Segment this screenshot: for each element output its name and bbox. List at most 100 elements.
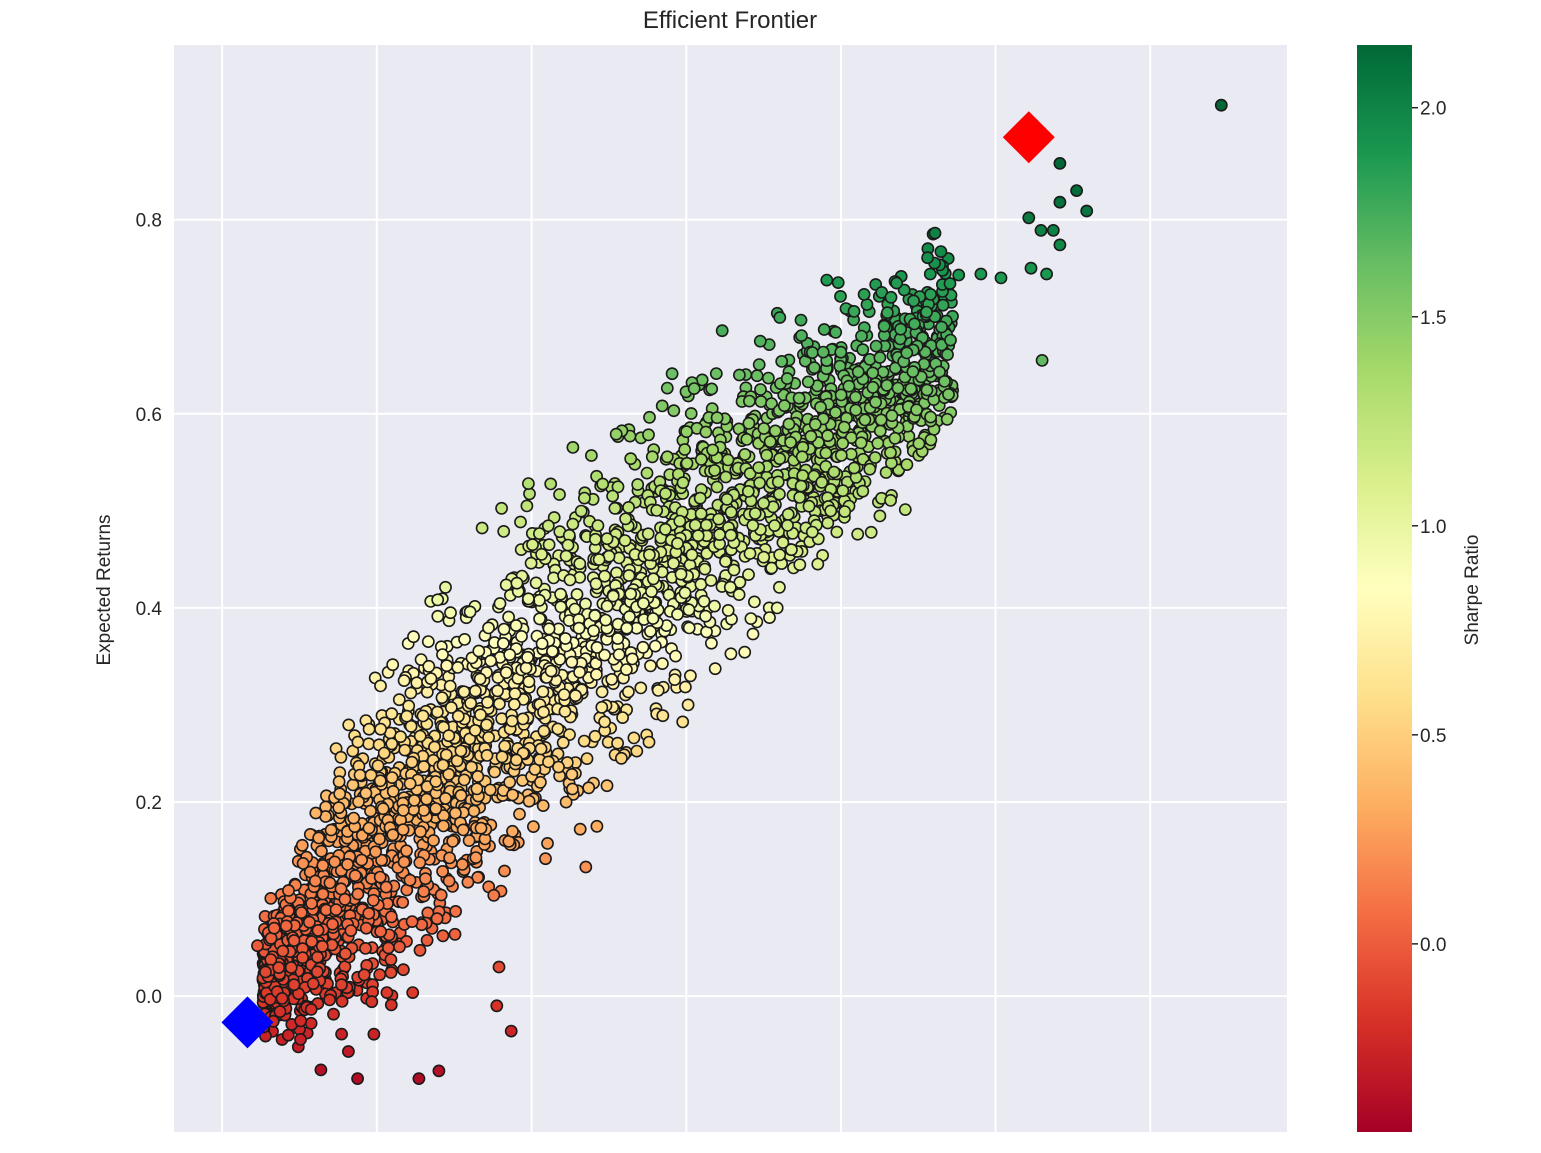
scatter-point <box>889 433 900 444</box>
scatter-point <box>617 712 628 723</box>
scatter-point <box>297 952 308 963</box>
scatter-point <box>437 649 448 660</box>
scatter-point <box>681 426 692 437</box>
scatter-point <box>398 824 409 835</box>
scatter-point <box>297 840 308 851</box>
scatter-point <box>566 769 577 780</box>
scatter-point <box>438 820 449 831</box>
scatter-point <box>857 344 868 355</box>
scatter-point <box>521 500 532 511</box>
scatter-point <box>839 506 850 517</box>
scatter-point <box>295 1034 306 1045</box>
scatter-point <box>397 897 408 908</box>
scatter-point <box>620 513 631 524</box>
scatter-point <box>381 987 392 998</box>
scatter-point <box>711 481 722 492</box>
scatter-point <box>328 1009 339 1020</box>
scatter-point <box>891 278 902 289</box>
scatter-point <box>643 737 654 748</box>
scatter-point <box>375 680 386 691</box>
scatter-point <box>336 1029 347 1040</box>
scatter-point <box>423 661 434 672</box>
scatter-point <box>574 558 585 569</box>
scatter-point <box>496 503 507 514</box>
scatter-point <box>859 289 870 300</box>
scatter-point <box>828 466 839 477</box>
scatter-point <box>700 611 711 622</box>
scatter-point <box>660 524 671 535</box>
scatter-point <box>602 601 613 612</box>
scatter-point <box>774 312 785 323</box>
scatter-point <box>745 613 756 624</box>
scatter-point <box>331 904 342 915</box>
scatter-point <box>555 589 566 600</box>
scatter-point <box>475 823 486 834</box>
scatter-point <box>925 434 936 445</box>
scatter-point <box>387 659 398 670</box>
scatter-point <box>524 796 535 807</box>
scatter-point <box>561 797 572 808</box>
scatter-point <box>679 444 690 455</box>
scatter-point <box>509 699 520 710</box>
scatter-point <box>441 660 452 671</box>
scatter-point <box>831 526 842 537</box>
scatter-point <box>805 431 816 442</box>
scatter-point <box>421 794 432 805</box>
scatter-point <box>681 458 692 469</box>
scatter-point <box>437 760 448 771</box>
scatter-point <box>340 948 351 959</box>
scatter-point <box>645 660 656 671</box>
scatter-point <box>774 453 785 464</box>
scatter-point <box>953 269 964 280</box>
scatter-point <box>589 610 600 621</box>
scatter-point <box>504 777 515 788</box>
scatter-point <box>816 477 827 488</box>
scatter-point <box>925 289 936 300</box>
scatter-point <box>352 736 363 747</box>
scatter-point <box>324 994 335 1005</box>
scatter-point <box>374 833 385 844</box>
scatter-point <box>683 699 694 710</box>
scatter-point <box>631 746 642 757</box>
scatter-point <box>523 676 534 687</box>
scatter-point <box>1037 355 1048 366</box>
scatter-point <box>866 527 877 538</box>
scatter-point <box>564 574 575 585</box>
scatter-point <box>260 966 271 977</box>
scatter-point <box>511 578 522 589</box>
scatter-point <box>408 631 419 642</box>
scatter-point <box>360 788 371 799</box>
scatter-point <box>672 609 683 620</box>
scatter-point <box>401 845 412 856</box>
scatter-point <box>763 373 774 384</box>
scatter-point <box>498 624 509 635</box>
scatter-point <box>683 604 694 615</box>
scatter-point <box>368 1029 379 1040</box>
scatter-point <box>352 1073 363 1084</box>
scatter-point <box>418 805 429 816</box>
scatter-point <box>507 826 518 837</box>
scatter-point <box>507 789 518 800</box>
scatter-point <box>506 1026 517 1037</box>
scatter-point <box>937 300 948 311</box>
scatter-point <box>921 384 932 395</box>
scatter-point <box>350 870 361 881</box>
scatter-point <box>867 367 878 378</box>
scatter-point <box>755 384 766 395</box>
scatter-point <box>306 936 317 947</box>
scatter-point <box>870 397 881 408</box>
scatter-point <box>765 436 776 447</box>
scatter-point <box>879 321 890 332</box>
scatter-point <box>365 805 376 816</box>
scatter-point <box>662 451 673 462</box>
scatter-point <box>758 498 769 509</box>
scatter-point <box>859 414 870 425</box>
scatter-point <box>644 412 655 423</box>
scatter-point <box>363 908 374 919</box>
scatter-point <box>812 559 823 570</box>
scatter-point <box>706 383 717 394</box>
scatter-point <box>815 402 826 413</box>
scatter-point <box>459 634 470 645</box>
scatter-point <box>553 761 564 772</box>
scatter-point <box>360 943 371 954</box>
